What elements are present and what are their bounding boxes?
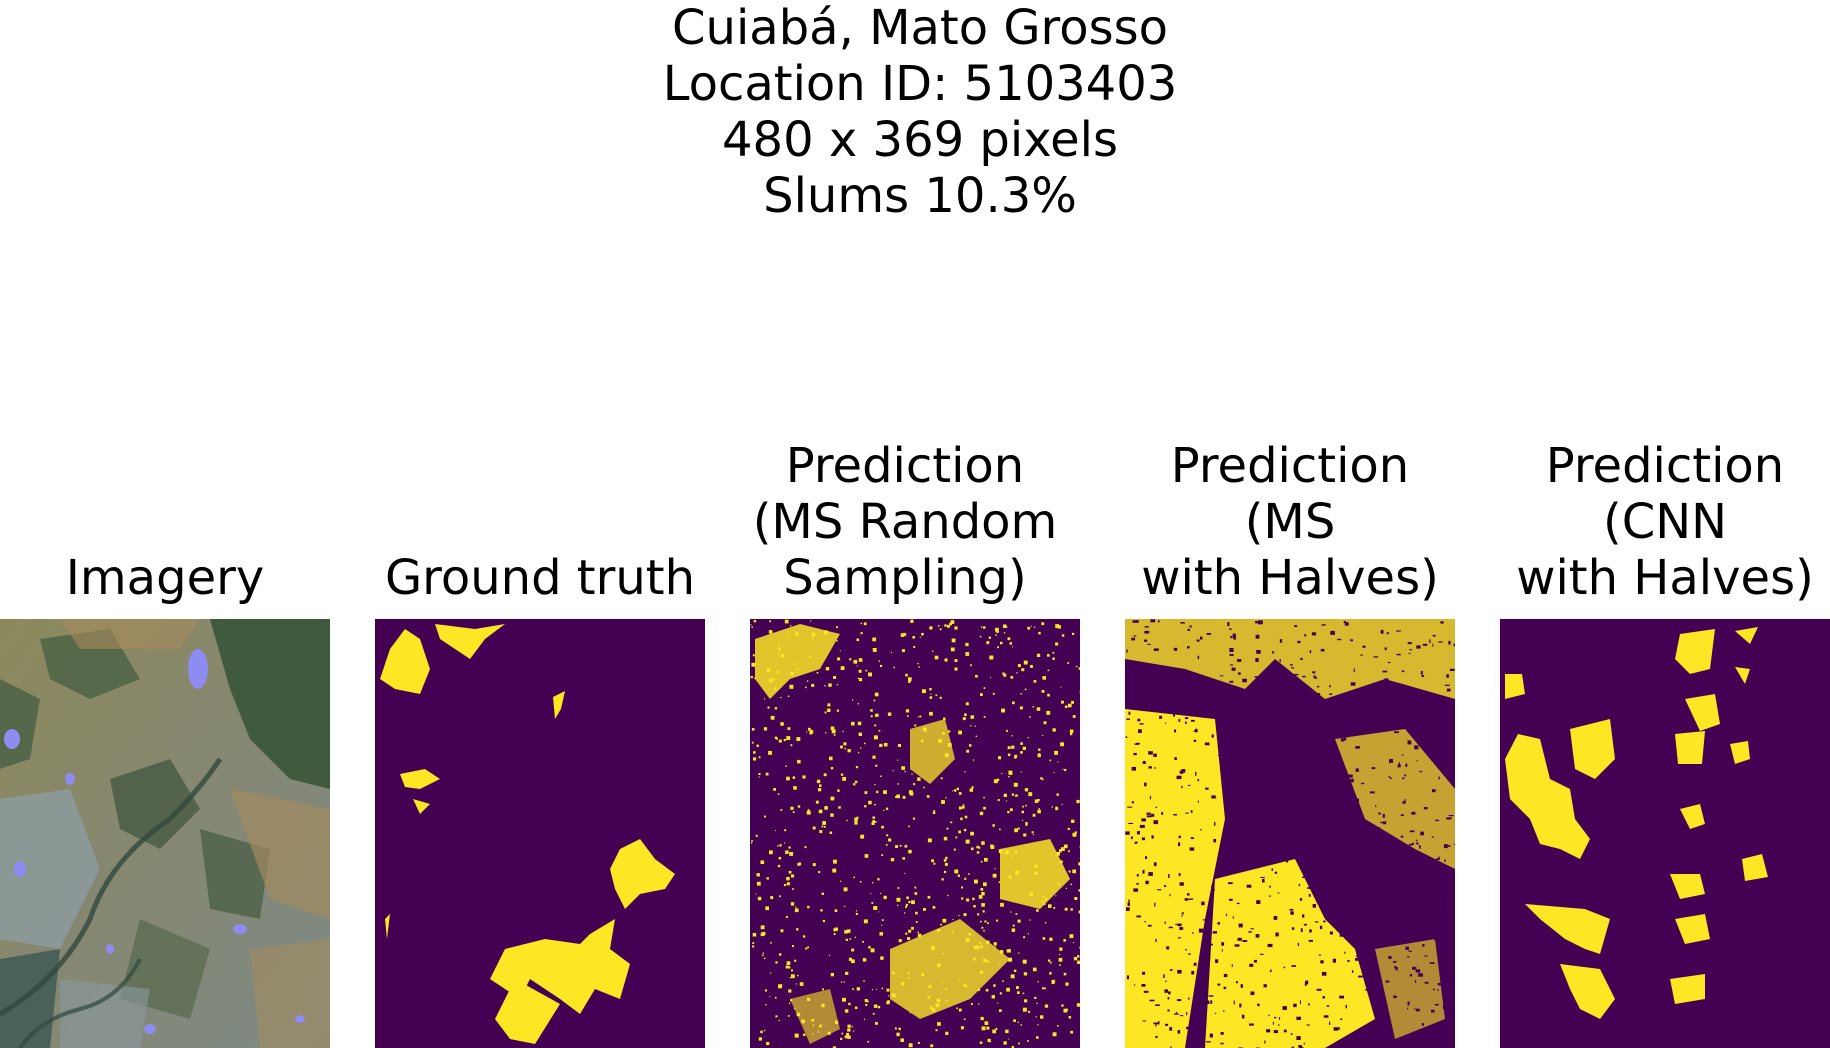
ground-truth-panel <box>375 619 705 1048</box>
ms-halves-mask <box>1125 619 1455 1048</box>
panel-title-ms-random: Prediction (MS Random Sampling) <box>752 438 1058 606</box>
slum-percentage: Slums 10.3% <box>763 168 1077 224</box>
ms-random-sampling-panel <box>750 619 1080 1048</box>
ground-truth-mask <box>375 619 705 1048</box>
panel-title-imagery: Imagery <box>65 550 265 606</box>
panel-title-ground-truth: Ground truth <box>384 550 696 606</box>
satellite-image <box>0 619 330 1048</box>
figure-header: Cuiabá, Mato Grosso Location ID: 5103403… <box>560 0 1280 224</box>
location-name: Cuiabá, Mato Grosso <box>672 0 1168 56</box>
ms-halves-panel <box>1125 619 1455 1048</box>
cnn-halves-panel <box>1500 619 1830 1048</box>
image-size: 480 x 369 pixels <box>721 112 1119 168</box>
panel-title-ms-halves: Prediction (MS with Halves) <box>1141 438 1439 606</box>
cnn-halves-mask <box>1500 619 1830 1048</box>
location-id: Location ID: 5103403 <box>662 56 1178 112</box>
imagery-panel <box>0 619 330 1048</box>
ms-random-sampling-mask <box>750 619 1080 1048</box>
panel-title-cnn-halves: Prediction (CNN with Halves) <box>1516 438 1814 606</box>
